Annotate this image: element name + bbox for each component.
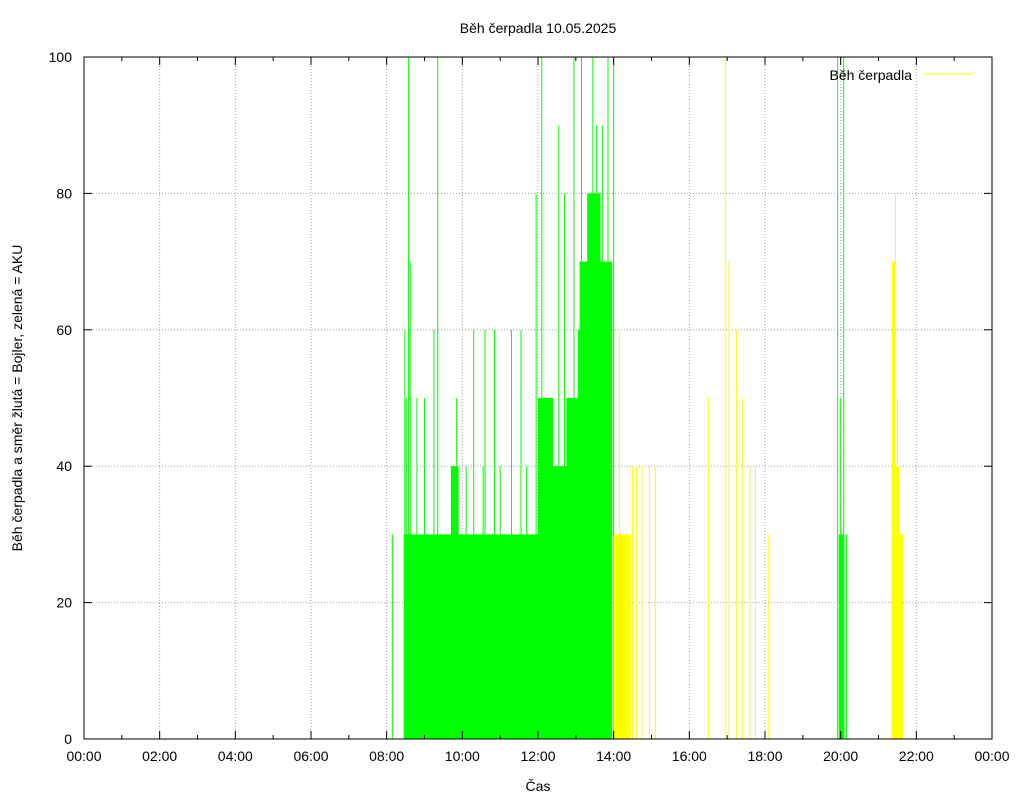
bar-block — [450, 466, 459, 739]
y-tick-label: 40 — [56, 458, 72, 474]
bar-block — [403, 534, 538, 739]
bar-block — [891, 261, 896, 739]
bar-block — [838, 534, 845, 739]
bar-block — [566, 398, 580, 739]
x-tick-label: 00:00 — [66, 748, 101, 764]
x-tick-label: 22:00 — [899, 748, 934, 764]
series-bojler — [613, 57, 904, 739]
legend: Běh čerpadla — [829, 67, 974, 83]
y-tick-label: 0 — [64, 731, 72, 747]
x-tick-label: 10:00 — [445, 748, 480, 764]
x-axis-label: Čas — [526, 778, 551, 794]
y-tick-label: 20 — [56, 595, 72, 611]
y-tick-label: 60 — [56, 322, 72, 338]
bar-block — [598, 261, 612, 739]
x-tick-label: 08:00 — [369, 748, 404, 764]
x-tick-label: 20:00 — [823, 748, 858, 764]
x-tick-label: 18:00 — [747, 748, 782, 764]
series-aku — [391, 57, 847, 739]
x-tick-label: 00:00 — [974, 748, 1009, 764]
y-axis-label: Běh čerpadla a směr žlutá = Bojler, zele… — [9, 245, 25, 552]
axis-ticks: 0 20 40 60 80 100 00:00 02:00 04:00 06:00 08:00 10:… — [49, 49, 1010, 764]
x-tick-label: 02:00 — [142, 748, 177, 764]
x-tick-label: 16:00 — [672, 748, 707, 764]
x-tick-label: 14:00 — [596, 748, 631, 764]
y-tick-label: 80 — [56, 185, 72, 201]
x-tick-label: 12:00 — [520, 748, 555, 764]
legend-label: Běh čerpadla — [829, 67, 912, 83]
bar-block — [613, 534, 631, 739]
x-tick-label: 04:00 — [218, 748, 253, 764]
y-tick-label: 100 — [49, 49, 73, 65]
chart-title: Běh čerpadla 10.05.2025 — [460, 20, 617, 36]
x-tick-label: 06:00 — [293, 748, 328, 764]
data-bars — [391, 57, 904, 739]
bar-block — [899, 534, 904, 739]
